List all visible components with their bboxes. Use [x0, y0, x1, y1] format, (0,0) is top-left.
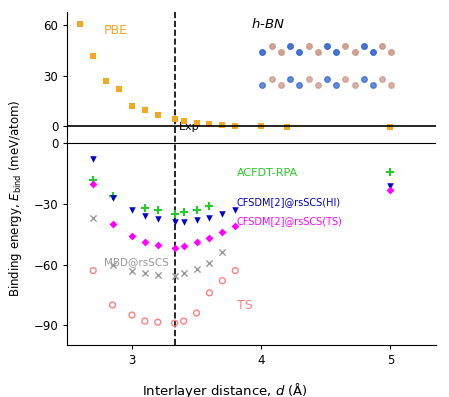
Point: [387, 183, 394, 189]
Text: Exp: Exp: [178, 122, 199, 132]
Point: [141, 318, 149, 324]
Point: [90, 52, 97, 59]
Point: [387, 187, 394, 193]
Point: [154, 319, 161, 325]
Point: [180, 243, 187, 250]
Point: [109, 261, 116, 268]
Text: PBE: PBE: [104, 24, 128, 37]
Point: [387, 124, 394, 130]
Point: [90, 177, 97, 183]
Point: [171, 211, 178, 217]
Point: [154, 242, 161, 249]
Point: [232, 268, 239, 274]
Point: [193, 207, 200, 213]
Point: [141, 205, 149, 211]
Point: [171, 320, 178, 326]
Point: [180, 118, 187, 124]
Point: [102, 78, 110, 84]
Point: [193, 310, 200, 316]
Point: [387, 168, 394, 175]
Point: [141, 239, 149, 245]
Point: [109, 193, 116, 199]
Point: [90, 181, 97, 187]
Point: [219, 249, 226, 256]
Point: [90, 156, 97, 163]
Point: [128, 233, 136, 239]
Text: ACFDT-RPA: ACFDT-RPA: [237, 168, 298, 177]
Point: [141, 213, 149, 219]
Text: CFSDM[2]@rsSCS(HI): CFSDM[2]@rsSCS(HI): [237, 197, 341, 207]
Point: [258, 123, 265, 129]
Point: [171, 219, 178, 225]
Point: [128, 207, 136, 213]
Point: [232, 207, 239, 213]
Point: [193, 217, 200, 223]
Point: [109, 195, 116, 201]
Point: [193, 239, 200, 245]
Point: [109, 221, 116, 227]
Point: [206, 215, 213, 221]
Point: [193, 119, 200, 126]
Point: [180, 270, 187, 276]
Text: Interlayer distance, $d$ (Å): Interlayer distance, $d$ (Å): [141, 381, 308, 397]
Text: $h$-BN: $h$-BN: [251, 17, 285, 31]
Point: [206, 203, 213, 209]
Point: [219, 122, 226, 129]
Point: [128, 103, 136, 110]
Point: [219, 211, 226, 217]
Point: [154, 207, 161, 213]
Point: [206, 290, 213, 296]
Point: [180, 318, 187, 324]
Point: [171, 272, 178, 279]
Point: [141, 106, 149, 113]
Point: [219, 278, 226, 284]
Point: [232, 223, 239, 229]
Text: MBD@rsSCS: MBD@rsSCS: [104, 257, 169, 267]
Point: [154, 272, 161, 278]
Point: [219, 229, 226, 235]
Point: [154, 112, 161, 119]
Text: Binding energy, $E_{\rm bind}$ (meV/atom): Binding energy, $E_{\rm bind}$ (meV/atom…: [7, 100, 24, 297]
Point: [283, 123, 291, 130]
Point: [115, 86, 123, 93]
Text: TS: TS: [237, 299, 252, 312]
Point: [180, 209, 187, 215]
Point: [171, 116, 178, 123]
Point: [206, 121, 213, 127]
Point: [90, 215, 97, 221]
Point: [154, 216, 161, 222]
Point: [90, 268, 97, 274]
Point: [206, 259, 213, 266]
Text: CFSDM[2]@rsSCS(TS): CFSDM[2]@rsSCS(TS): [237, 216, 343, 226]
Point: [206, 235, 213, 241]
Point: [128, 312, 136, 318]
Point: [109, 302, 116, 308]
Point: [141, 270, 149, 276]
Point: [232, 123, 239, 129]
Point: [77, 21, 84, 27]
Point: [193, 266, 200, 272]
Point: [171, 245, 178, 252]
Point: [180, 219, 187, 225]
Point: [128, 268, 136, 274]
